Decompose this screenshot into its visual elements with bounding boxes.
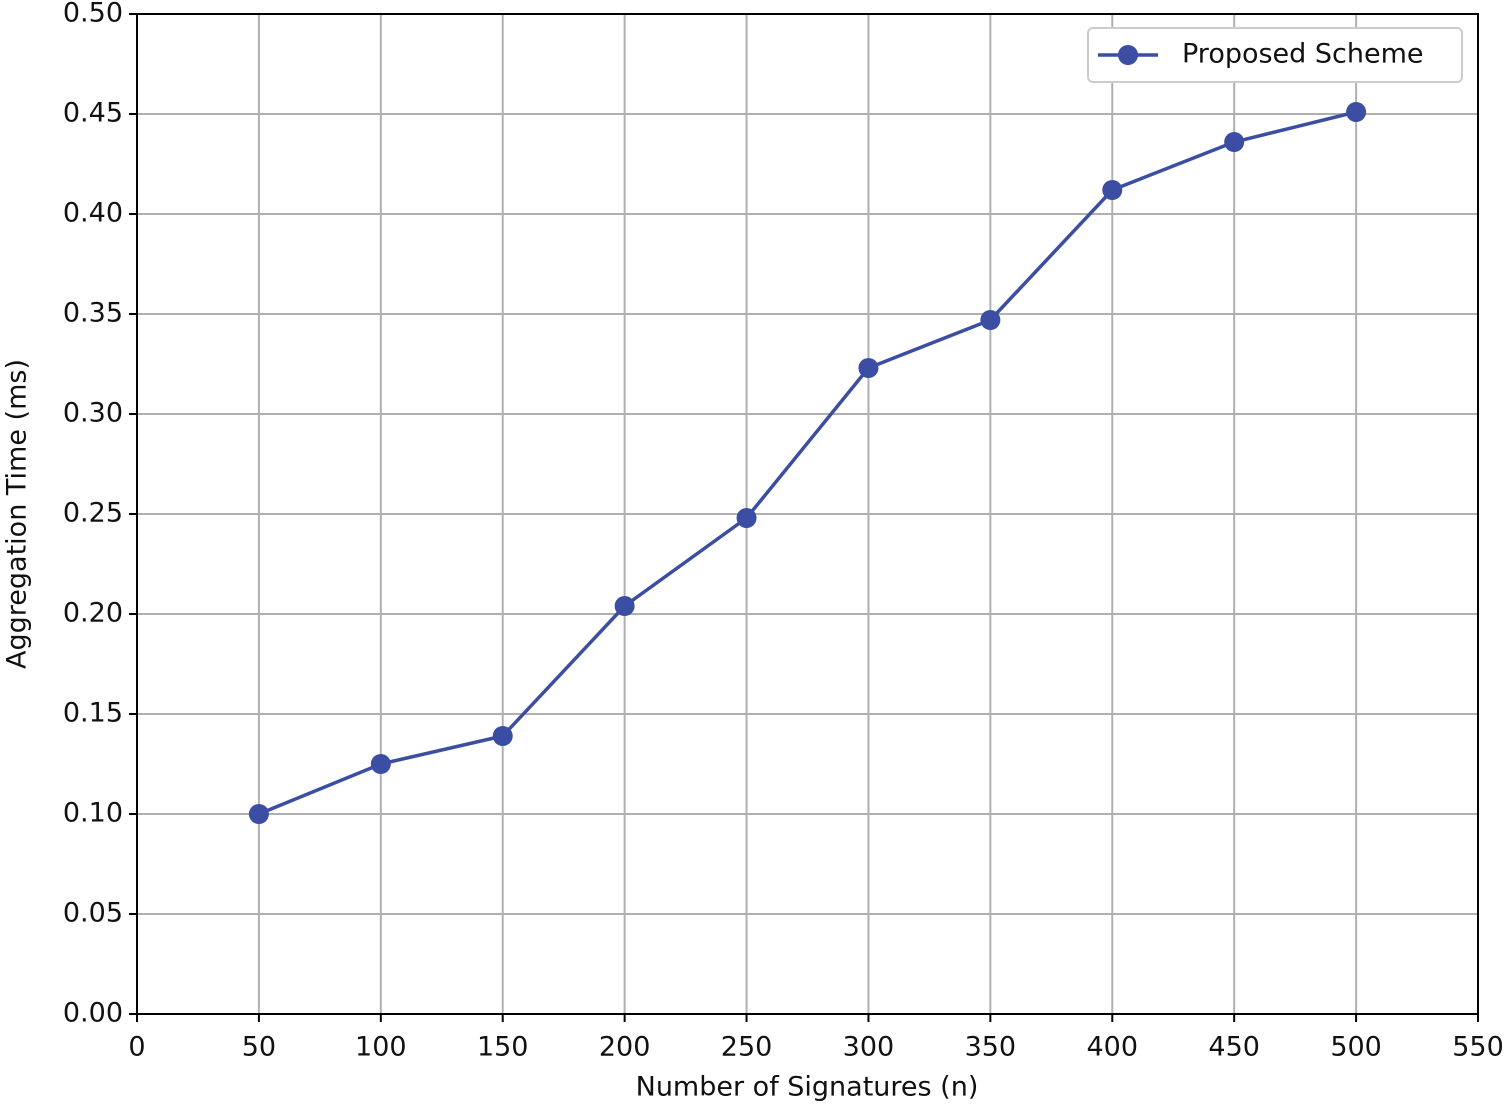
y-axis-label: Aggregation Time (ms) bbox=[2, 359, 33, 669]
point bbox=[736, 508, 757, 528]
x-tick-label: 100 bbox=[355, 1032, 407, 1063]
y-tick-label: 0.15 bbox=[63, 698, 123, 729]
x-tick-label: 200 bbox=[599, 1032, 651, 1063]
x-tick-label: 400 bbox=[1086, 1032, 1138, 1063]
legend-marker bbox=[1118, 45, 1138, 65]
point bbox=[614, 596, 635, 616]
x-tick-label: 0 bbox=[128, 1032, 145, 1063]
legend-label: Proposed Scheme bbox=[1182, 39, 1424, 70]
x-tick-label: 300 bbox=[843, 1032, 895, 1063]
plot-frame bbox=[136, 13, 1479, 1015]
y-tick-label: 0.20 bbox=[63, 598, 123, 629]
y-tick-label: 0.05 bbox=[63, 898, 123, 929]
x-tick-label: 450 bbox=[1208, 1032, 1260, 1063]
point bbox=[858, 358, 879, 378]
y-tick-label: 0.35 bbox=[63, 298, 123, 329]
x-tick-label: 550 bbox=[1452, 1032, 1504, 1063]
point bbox=[248, 804, 269, 824]
y-tick-label: 0.40 bbox=[63, 198, 123, 229]
y-tick-label: 0.10 bbox=[63, 798, 123, 829]
x-tick-label: 250 bbox=[721, 1032, 773, 1063]
point bbox=[1224, 132, 1245, 152]
point bbox=[370, 754, 391, 774]
point bbox=[1102, 180, 1123, 200]
y-tick-label: 0.30 bbox=[63, 398, 123, 429]
y-tick-label: 0.50 bbox=[63, 0, 123, 29]
point bbox=[492, 726, 513, 746]
y-tick-label: 0.25 bbox=[63, 498, 123, 529]
x-tick-label: 50 bbox=[242, 1032, 276, 1063]
point bbox=[1346, 102, 1367, 122]
x-tick-label: 350 bbox=[965, 1032, 1017, 1063]
y-tick-label: 0.00 bbox=[63, 998, 123, 1029]
point bbox=[980, 310, 1001, 330]
x-tick-label: 500 bbox=[1330, 1032, 1382, 1063]
y-tick-label: 0.45 bbox=[63, 98, 123, 129]
series-line bbox=[258, 110, 1357, 816]
x-axis-label: Number of Signatures (n) bbox=[636, 1072, 979, 1103]
x-tick-label: 150 bbox=[477, 1032, 529, 1063]
legend-box bbox=[1087, 27, 1463, 83]
